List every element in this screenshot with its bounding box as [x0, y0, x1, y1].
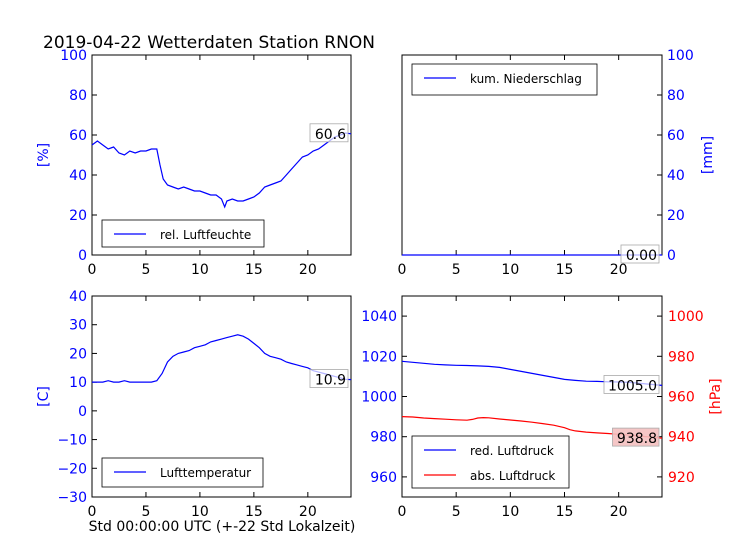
last-value-box: [612, 427, 660, 447]
chart-title: 2019-04-22 Wetterdaten Station RNON: [43, 33, 375, 53]
x-tick-label: 0: [398, 504, 407, 520]
y-tick-label: 0: [78, 248, 87, 264]
legend-label: red. Luftdruck: [470, 444, 554, 458]
y-tick-label: 1040: [361, 309, 397, 325]
x-tick-label: 10: [501, 262, 519, 278]
x-tick-label: 15: [556, 504, 574, 520]
x-tick-label: 0: [88, 504, 97, 520]
x-tick-label: 5: [452, 262, 461, 278]
last-value-label: 1005.0: [608, 378, 657, 394]
x-tick-label: 10: [191, 504, 209, 520]
legend-label: kum. Niederschlag: [470, 72, 582, 86]
y-tick-label: 100: [60, 48, 87, 64]
x-tick-label: 5: [141, 262, 150, 278]
y-tick-label: 20: [69, 208, 87, 224]
x-tick-label: 20: [610, 262, 628, 278]
x-tick-label: 5: [452, 504, 461, 520]
series-line: [91, 132, 352, 209]
y-tick-label: 980: [370, 430, 397, 446]
legend-label: Lufttemperatur: [160, 466, 251, 480]
x-tick-label: 20: [610, 504, 628, 520]
y-tick-label: 0: [667, 248, 676, 264]
y2-tick-label: 940: [668, 430, 695, 446]
last-value-label: 60.6: [315, 127, 346, 143]
last-value-box: [603, 375, 660, 394]
last-value-box: [620, 244, 660, 264]
y-tick-label: 20: [667, 208, 685, 224]
y-tick-label: 960: [370, 470, 397, 486]
x-tick-label: 0: [398, 262, 407, 278]
last-value-label: 938.8: [617, 431, 657, 447]
x-tick-label: 10: [191, 262, 209, 278]
y-tick-label: 80: [667, 88, 685, 104]
y-tick-label: 30: [69, 318, 87, 334]
legend-box: [411, 63, 598, 96]
y-axis-label: [%]: [36, 143, 52, 167]
y-axis-label: [C]: [36, 386, 52, 407]
y2-tick-label: 1000: [668, 309, 704, 325]
y2-tick-label: 980: [668, 349, 695, 365]
legend-label: abs. Luftdruck: [470, 469, 555, 483]
x-tick-label: 10: [501, 504, 519, 520]
y-tick-label: −20: [57, 461, 87, 477]
y-tick-label: 20: [69, 346, 87, 362]
x-tick-label: 15: [245, 262, 263, 278]
y-axis-label: [mm]: [700, 136, 716, 174]
x-tick-label: 15: [245, 504, 263, 520]
x-tick-label: 20: [299, 262, 317, 278]
y-tick-label: 60: [69, 128, 87, 144]
legend-label: rel. Luftfeuchte: [160, 228, 251, 242]
last-value-box: [309, 123, 349, 143]
y-tick-label: −30: [57, 490, 87, 506]
y2-tick-label: 920: [668, 470, 695, 486]
x-tick-label: 0: [88, 262, 97, 278]
y-tick-label: 1020: [361, 349, 397, 365]
y-tick-label: 10: [69, 375, 87, 391]
last-value-label: 0.00: [626, 248, 657, 264]
y-tick-label: 60: [667, 128, 685, 144]
x-tick-label: 5: [141, 504, 150, 520]
y-tick-label: 1000: [361, 390, 397, 406]
legend-box: [411, 435, 570, 489]
x-tick-label: 15: [556, 262, 574, 278]
y2-tick-label: 960: [668, 390, 695, 406]
y-tick-label: 40: [69, 168, 87, 184]
y-tick-label: 80: [69, 88, 87, 104]
last-value-box: [309, 369, 349, 388]
y-tick-label: 40: [667, 168, 685, 184]
series-line: [92, 334, 352, 383]
x-tick-label: 20: [299, 504, 317, 520]
y-tick-label: 0: [78, 404, 87, 420]
x-axis-label: Std 00:00:00 UTC (+-22 Std Lokalzeit): [89, 519, 356, 535]
y2-axis-label: [hPa]: [708, 378, 724, 414]
y-tick-label: 100: [667, 48, 694, 64]
y-tick-label: 40: [69, 289, 87, 305]
last-value-label: 10.9: [315, 373, 346, 389]
y-tick-label: −10: [57, 433, 87, 449]
